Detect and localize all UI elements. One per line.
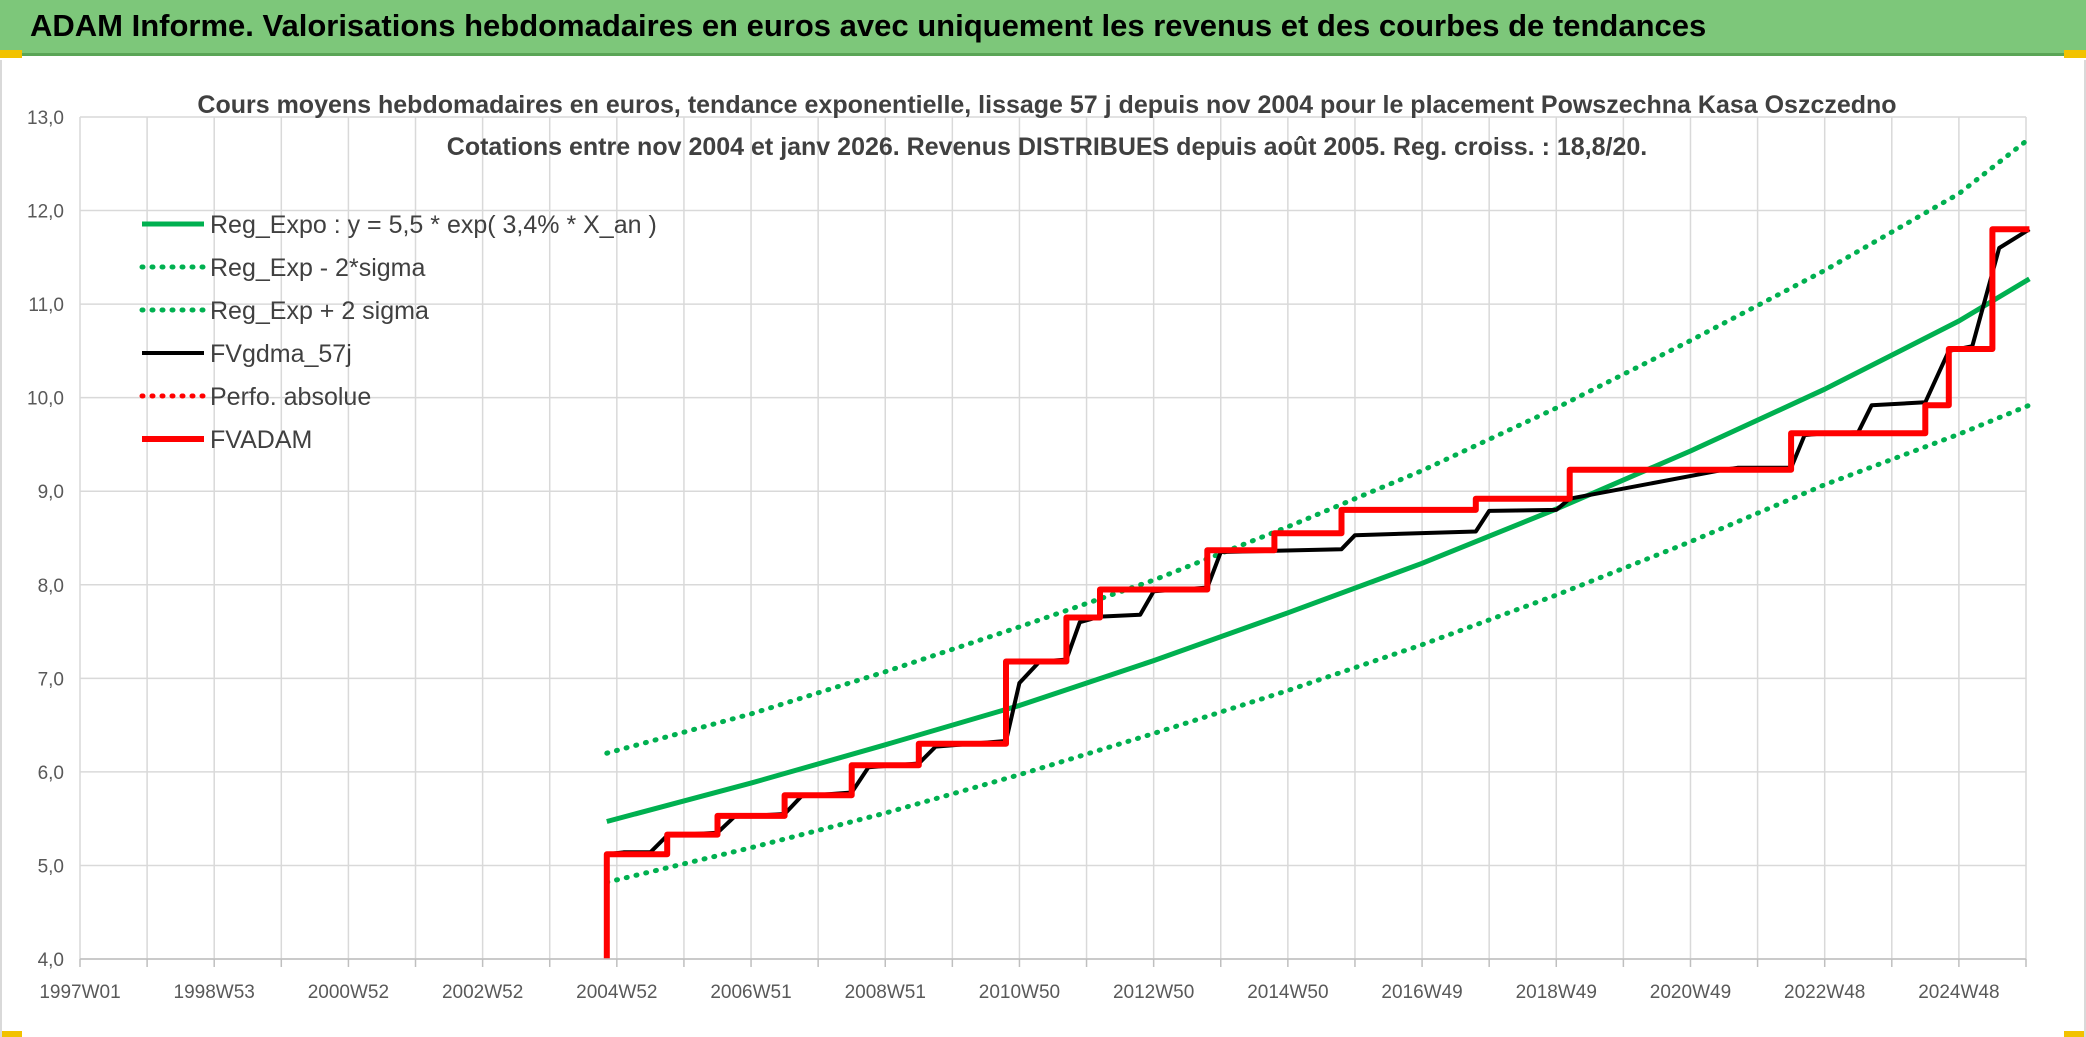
chart-area: 4,0 5,0 6,0 7,0 8,0 9,0 10,0 11,0 12,0 13,0 1997W0…	[0, 60, 2086, 1037]
legend-label-3: FVgdma_57j	[210, 340, 352, 368]
series-line-1	[604, 402, 2032, 885]
y-tick-label: 10,0	[27, 389, 64, 410]
series-line-5	[603, 226, 2030, 959]
y-tick-label: 7,0	[38, 669, 64, 690]
y-tick-label: 13,0	[27, 108, 64, 129]
report-title: ADAM Informe. Valorisations hebdomadaire…	[30, 8, 1707, 43]
report-banner: ADAM Informe. Valorisations hebdomadaire…	[0, 0, 2086, 56]
y-tick-label: 6,0	[38, 763, 64, 784]
banner-corner-left	[0, 50, 22, 58]
grid-layer	[79, 116, 2027, 960]
series-layer	[603, 136, 2032, 959]
x-tick-label: 2020W49	[1650, 982, 1731, 1003]
x-tick-label: 2002W52	[442, 982, 523, 1003]
x-tick-label: 2000W52	[308, 982, 389, 1003]
banner-corner-right	[2064, 50, 2086, 58]
legend-label-4: Perfo. absolue	[210, 383, 371, 411]
chart-legend: Reg_Expo : y = 5,5 * exp( 3,4% * X_an ) R…	[139, 211, 657, 454]
legend-label-0: Reg_Expo : y = 5,5 * exp( 3,4% * X_an )	[210, 211, 657, 239]
x-tick-label: 2008W51	[845, 982, 926, 1003]
chart-title-line2: Cotations entre nov 2004 et janv 2026. R…	[447, 133, 1647, 161]
axis-layer: 4,0 5,0 6,0 7,0 8,0 9,0 10,0 11,0 12,0 13,0 1997W0…	[27, 108, 2027, 1003]
x-tick-label: 2014W50	[1247, 982, 1328, 1003]
y-tick-label: 12,0	[27, 202, 64, 223]
x-tick-label: 2024W48	[1918, 982, 1999, 1003]
bottom-corner-left	[0, 1031, 22, 1037]
legend-label-1: Reg_Exp - 2*sigma	[210, 254, 425, 282]
x-tick-label: 2010W50	[979, 982, 1060, 1003]
legend-label-2: Reg_Exp + 2 sigma	[210, 297, 429, 325]
x-tick-label: 1998W53	[174, 982, 255, 1003]
y-tick-label: 9,0	[38, 482, 64, 503]
chart-title-line1: Cours moyens hebdomadaires en euros, ten…	[197, 91, 1896, 119]
y-tick-label: 5,0	[38, 856, 64, 877]
series-line-2	[604, 136, 2032, 756]
series-line-0	[606, 276, 2031, 824]
x-tick-label: 2016W49	[1381, 982, 1462, 1003]
line-chart: 4,0 5,0 6,0 7,0 8,0 9,0 10,0 11,0 12,0 13,0 1997W0…	[27, 91, 2032, 1003]
x-tick-label: 2018W49	[1516, 982, 1597, 1003]
x-tick-label: 2022W48	[1784, 982, 1865, 1003]
x-tick-label: 2006W51	[710, 982, 791, 1003]
bottom-corner-right	[2064, 1031, 2086, 1037]
x-tick-label: 2004W52	[576, 982, 657, 1003]
series-line-3	[606, 227, 2031, 857]
y-tick-label: 11,0	[28, 295, 64, 316]
x-tick-label: 2012W50	[1113, 982, 1194, 1003]
x-tick-label: 1997W01	[39, 982, 120, 1003]
y-tick-label: 4,0	[38, 950, 64, 971]
legend-label-5: FVADAM	[210, 426, 312, 454]
y-tick-label: 8,0	[38, 576, 64, 597]
